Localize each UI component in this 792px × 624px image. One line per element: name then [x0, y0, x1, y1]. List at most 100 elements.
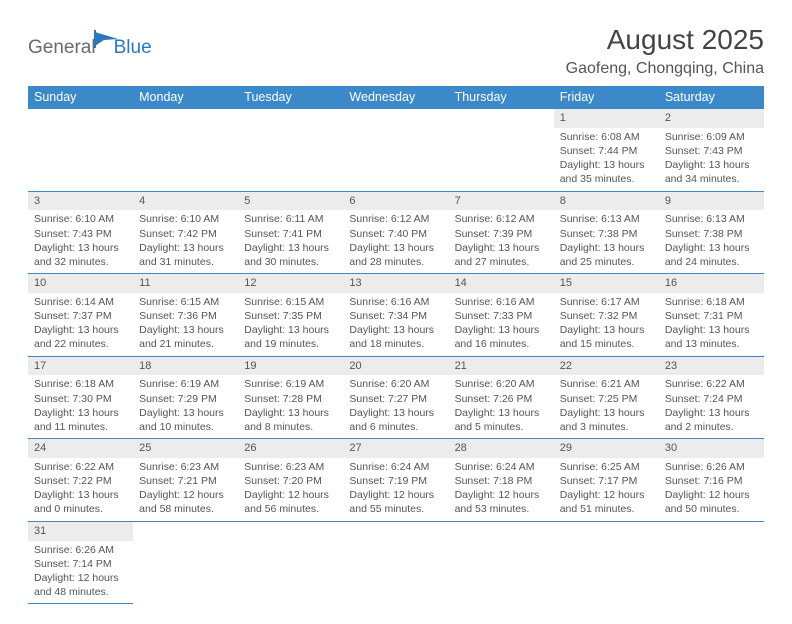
day-number-cell: 14	[449, 274, 554, 293]
day-detail-line: Sunrise: 6:15 AM	[244, 295, 337, 309]
day-detail-line: Daylight: 13 hours	[665, 241, 758, 255]
day-number-cell: 30	[659, 439, 764, 458]
day-number-cell: 5	[238, 191, 343, 210]
logo-text-general: General	[28, 37, 96, 59]
day-detail-line: Daylight: 13 hours	[665, 323, 758, 337]
day-detail-line: Sunset: 7:34 PM	[349, 309, 442, 323]
day-detail-line: Sunset: 7:43 PM	[665, 144, 758, 158]
day-detail-line: Daylight: 13 hours	[244, 406, 337, 420]
day-number-cell: 3	[28, 191, 133, 210]
day-detail-line: and 28 minutes.	[349, 255, 442, 269]
day-detail-line: Sunrise: 6:09 AM	[665, 130, 758, 144]
day-number-cell: 9	[659, 191, 764, 210]
day-number-cell	[449, 109, 554, 128]
day-detail-line: Sunrise: 6:21 AM	[560, 377, 653, 391]
day-number-cell: 22	[554, 356, 659, 375]
day-detail-line: and 21 minutes.	[139, 337, 232, 351]
day-detail-line: Sunset: 7:36 PM	[139, 309, 232, 323]
weekday-header: Friday	[554, 86, 659, 109]
day-detail-cell	[133, 128, 238, 191]
day-detail-line: Sunrise: 6:19 AM	[139, 377, 232, 391]
day-number-cell	[133, 521, 238, 540]
day-detail-line: Sunset: 7:41 PM	[244, 227, 337, 241]
day-detail-cell: Sunrise: 6:23 AMSunset: 7:20 PMDaylight:…	[238, 458, 343, 521]
day-detail-line: Daylight: 13 hours	[139, 406, 232, 420]
day-detail-line: Daylight: 12 hours	[349, 488, 442, 502]
day-number-cell: 21	[449, 356, 554, 375]
location-subtitle: Gaofeng, Chongqing, China	[566, 60, 764, 78]
day-detail-line: and 31 minutes.	[139, 255, 232, 269]
day-detail-line: Sunrise: 6:10 AM	[139, 212, 232, 226]
day-detail-row: Sunrise: 6:08 AMSunset: 7:44 PMDaylight:…	[28, 128, 764, 191]
day-detail-line: Sunrise: 6:24 AM	[349, 460, 442, 474]
day-detail-line: Sunset: 7:25 PM	[560, 392, 653, 406]
day-detail-cell: Sunrise: 6:17 AMSunset: 7:32 PMDaylight:…	[554, 293, 659, 356]
day-number-cell: 26	[238, 439, 343, 458]
day-detail-cell: Sunrise: 6:08 AMSunset: 7:44 PMDaylight:…	[554, 128, 659, 191]
day-detail-cell: Sunrise: 6:13 AMSunset: 7:38 PMDaylight:…	[554, 210, 659, 273]
day-number-cell	[449, 521, 554, 540]
day-detail-line: and 10 minutes.	[139, 420, 232, 434]
day-detail-line: Sunrise: 6:16 AM	[349, 295, 442, 309]
day-detail-line: Sunset: 7:38 PM	[665, 227, 758, 241]
day-detail-cell	[554, 541, 659, 604]
day-detail-line: Sunset: 7:33 PM	[455, 309, 548, 323]
day-detail-line: Sunset: 7:14 PM	[34, 557, 127, 571]
day-detail-line: Daylight: 13 hours	[349, 323, 442, 337]
day-detail-line: Daylight: 13 hours	[139, 241, 232, 255]
day-detail-cell: Sunrise: 6:24 AMSunset: 7:18 PMDaylight:…	[449, 458, 554, 521]
day-detail-line: Sunset: 7:43 PM	[34, 227, 127, 241]
day-detail-line: Daylight: 12 hours	[34, 571, 127, 585]
day-detail-line: Sunset: 7:30 PM	[34, 392, 127, 406]
day-detail-row: Sunrise: 6:18 AMSunset: 7:30 PMDaylight:…	[28, 375, 764, 438]
day-detail-line: Sunrise: 6:23 AM	[244, 460, 337, 474]
day-detail-line: Daylight: 13 hours	[560, 406, 653, 420]
day-number-cell: 31	[28, 521, 133, 540]
day-detail-line: Daylight: 13 hours	[560, 241, 653, 255]
day-number-cell: 25	[133, 439, 238, 458]
day-detail-line: and 18 minutes.	[349, 337, 442, 351]
day-detail-line: Daylight: 13 hours	[34, 488, 127, 502]
day-detail-row: Sunrise: 6:14 AMSunset: 7:37 PMDaylight:…	[28, 293, 764, 356]
day-detail-line: and 5 minutes.	[455, 420, 548, 434]
day-detail-cell: Sunrise: 6:19 AMSunset: 7:29 PMDaylight:…	[133, 375, 238, 438]
day-detail-cell: Sunrise: 6:14 AMSunset: 7:37 PMDaylight:…	[28, 293, 133, 356]
day-detail-line: Sunset: 7:32 PM	[560, 309, 653, 323]
day-number-cell: 28	[449, 439, 554, 458]
day-detail-line: and 24 minutes.	[665, 255, 758, 269]
day-detail-cell: Sunrise: 6:10 AMSunset: 7:42 PMDaylight:…	[133, 210, 238, 273]
day-detail-line: Sunrise: 6:20 AM	[455, 377, 548, 391]
day-detail-line: Daylight: 12 hours	[560, 488, 653, 502]
day-detail-line: Sunset: 7:27 PM	[349, 392, 442, 406]
day-detail-line: and 19 minutes.	[244, 337, 337, 351]
day-detail-cell: Sunrise: 6:16 AMSunset: 7:33 PMDaylight:…	[449, 293, 554, 356]
day-number-cell: 12	[238, 274, 343, 293]
day-detail-line: and 32 minutes.	[34, 255, 127, 269]
day-detail-line: Sunset: 7:24 PM	[665, 392, 758, 406]
title-block: August 2025 Gaofeng, Chongqing, China	[566, 24, 764, 78]
calendar-table: Sunday Monday Tuesday Wednesday Thursday…	[28, 86, 764, 604]
day-detail-cell: Sunrise: 6:19 AMSunset: 7:28 PMDaylight:…	[238, 375, 343, 438]
day-detail-cell	[343, 541, 448, 604]
day-detail-cell: Sunrise: 6:25 AMSunset: 7:17 PMDaylight:…	[554, 458, 659, 521]
day-detail-line: and 8 minutes.	[244, 420, 337, 434]
day-number-row: 17181920212223	[28, 356, 764, 375]
page-header: General Blue August 2025 Gaofeng, Chongq…	[28, 24, 764, 78]
day-number-cell	[343, 521, 448, 540]
day-number-cell: 8	[554, 191, 659, 210]
day-detail-line: Sunrise: 6:26 AM	[34, 543, 127, 557]
day-detail-line: and 6 minutes.	[349, 420, 442, 434]
day-detail-line: and 0 minutes.	[34, 502, 127, 516]
day-detail-cell	[28, 128, 133, 191]
day-number-cell: 23	[659, 356, 764, 375]
day-detail-line: Sunrise: 6:24 AM	[455, 460, 548, 474]
weekday-header: Wednesday	[343, 86, 448, 109]
day-detail-cell: Sunrise: 6:26 AMSunset: 7:14 PMDaylight:…	[28, 541, 133, 604]
weekday-header: Thursday	[449, 86, 554, 109]
day-detail-line: and 53 minutes.	[455, 502, 548, 516]
day-number-cell: 16	[659, 274, 764, 293]
day-number-row: 24252627282930	[28, 439, 764, 458]
day-number-cell	[238, 109, 343, 128]
day-detail-line: Daylight: 12 hours	[455, 488, 548, 502]
day-detail-row: Sunrise: 6:10 AM Sunset: 7:43 PM Daylight:…	[28, 210, 764, 273]
